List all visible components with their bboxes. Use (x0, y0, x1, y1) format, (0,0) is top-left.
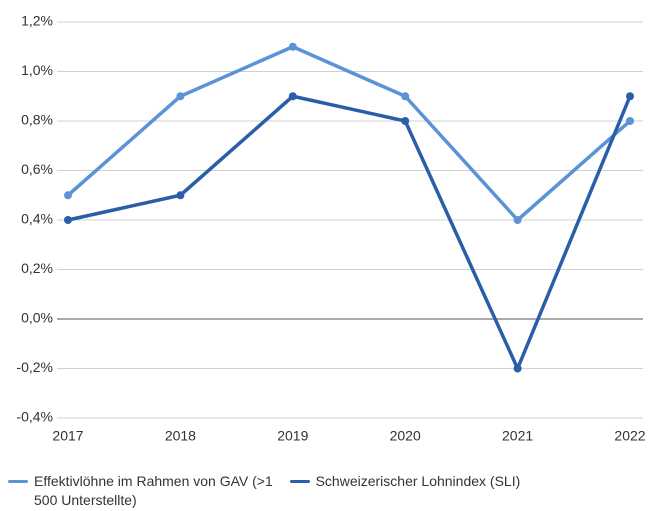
x-tick-label: 2022 (614, 428, 645, 444)
x-tick-label: 2020 (390, 428, 421, 444)
point (401, 117, 410, 125)
x-tick-label: 2019 (277, 428, 308, 444)
point (401, 92, 410, 101)
legend: Effektivlöhne im Rahmen von GAV (>1 500 … (8, 472, 590, 510)
y-tick-label: 1,2% (21, 13, 53, 29)
y-tick-label: 0,2% (21, 260, 53, 276)
point (626, 92, 634, 101)
point (513, 364, 522, 373)
y-tick-label: -0,2% (16, 359, 53, 375)
point (288, 92, 297, 101)
y-tick-label: 0,8% (21, 112, 53, 128)
x-tick-label: 2021 (502, 428, 533, 444)
y-tick-label: 0,4% (21, 211, 53, 227)
point (64, 191, 72, 200)
point (176, 92, 185, 101)
legend-swatch (8, 480, 28, 483)
legend-item: Schweizerischer Lohnindex (SLI) (290, 472, 590, 510)
chart: -0,4% -0,2% 0,0% 0,2% 0,4% 0,6% 0,8% 1,0% 1,2% 20… (16, 13, 645, 444)
y-tick-label: -0,4% (16, 409, 53, 425)
point (64, 216, 72, 224)
point (626, 117, 634, 125)
point (513, 216, 522, 224)
x-tick-label: 2017 (52, 428, 83, 444)
legend-swatch (290, 480, 310, 483)
legend-label: Schweizerischer Lohnindex (SLI) (315, 473, 521, 489)
legend-label: Effektivlöhne im Rahmen von GAV (>1 500 … (34, 473, 273, 508)
y-tick-label: 1,0% (21, 62, 53, 78)
x-tick-label: 2018 (165, 428, 196, 444)
y-tick-label: 0,6% (21, 161, 53, 177)
series-line (66, 45, 632, 222)
point (176, 191, 185, 200)
series-line (67, 94, 632, 371)
point (288, 42, 297, 51)
y-tick-label: 0,0% (21, 310, 53, 326)
legend-item: Effektivlöhne im Rahmen von GAV (>1 500 … (8, 472, 290, 510)
